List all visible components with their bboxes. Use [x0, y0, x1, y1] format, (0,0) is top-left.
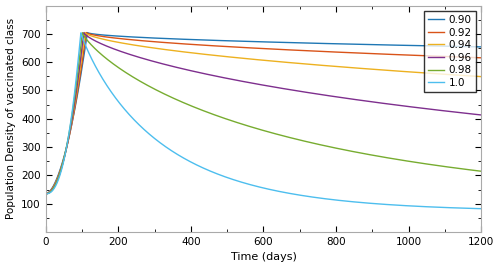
Line: 0.90: 0.90 [46, 33, 482, 194]
0.96 [210, 74, 216, 77]
0.96 [470, 113, 476, 116]
0.92 [92, 34, 98, 37]
0.98 [42, 192, 48, 195]
0.96 [118, 50, 124, 53]
X-axis label: Time (days): Time (days) [230, 252, 296, 262]
0.92 [118, 37, 124, 40]
Line: 0.96: 0.96 [46, 33, 482, 194]
1.0 [470, 207, 476, 210]
Line: 1.0: 1.0 [46, 33, 482, 209]
1.0 [478, 207, 484, 210]
1.0 [92, 65, 98, 68]
0.92 [423, 54, 429, 57]
0.90 [210, 39, 216, 42]
0.94 [478, 75, 484, 78]
0.92 [228, 45, 234, 49]
0.96 [423, 107, 429, 110]
0.92 [470, 56, 476, 59]
0.98 [423, 162, 429, 165]
1.0 [78, 31, 84, 34]
0.90 [92, 33, 98, 36]
0.90 [470, 45, 476, 48]
Line: 0.98: 0.98 [46, 33, 482, 194]
0.96 [478, 113, 484, 117]
0.90 [118, 35, 124, 38]
0.98 [210, 113, 216, 116]
0.92 [210, 44, 216, 47]
1.0 [210, 170, 216, 174]
0.90 [478, 45, 484, 49]
0.98 [80, 31, 86, 34]
1.0 [118, 104, 124, 107]
0.92 [42, 192, 48, 195]
0.94 [210, 54, 216, 57]
0.94 [82, 31, 88, 34]
Legend: 0.90, 0.92, 0.94, 0.96, 0.98, 1.0: 0.90, 0.92, 0.94, 0.96, 0.98, 1.0 [424, 11, 476, 92]
0.90 [84, 31, 90, 34]
0.94 [423, 71, 429, 75]
Line: 0.92: 0.92 [46, 32, 482, 194]
0.94 [92, 36, 98, 39]
0.94 [470, 75, 476, 78]
Line: 0.94: 0.94 [46, 32, 482, 194]
0.90 [42, 192, 48, 195]
0.98 [118, 68, 124, 71]
0.98 [228, 119, 234, 122]
Y-axis label: Population Density of vaccinated class: Population Density of vaccinated class [6, 18, 16, 219]
0.94 [118, 41, 124, 44]
1.0 [423, 205, 429, 208]
1.0 [42, 192, 48, 195]
0.98 [478, 170, 484, 173]
0.96 [42, 192, 48, 195]
0.94 [228, 55, 234, 59]
0.96 [92, 39, 98, 43]
1.0 [228, 177, 234, 181]
0.98 [470, 169, 476, 172]
0.96 [81, 31, 87, 34]
0.90 [228, 39, 234, 43]
0.98 [92, 47, 98, 51]
0.92 [84, 31, 89, 34]
0.90 [423, 44, 429, 47]
0.94 [42, 192, 48, 195]
0.96 [228, 78, 234, 81]
0.92 [478, 56, 484, 59]
